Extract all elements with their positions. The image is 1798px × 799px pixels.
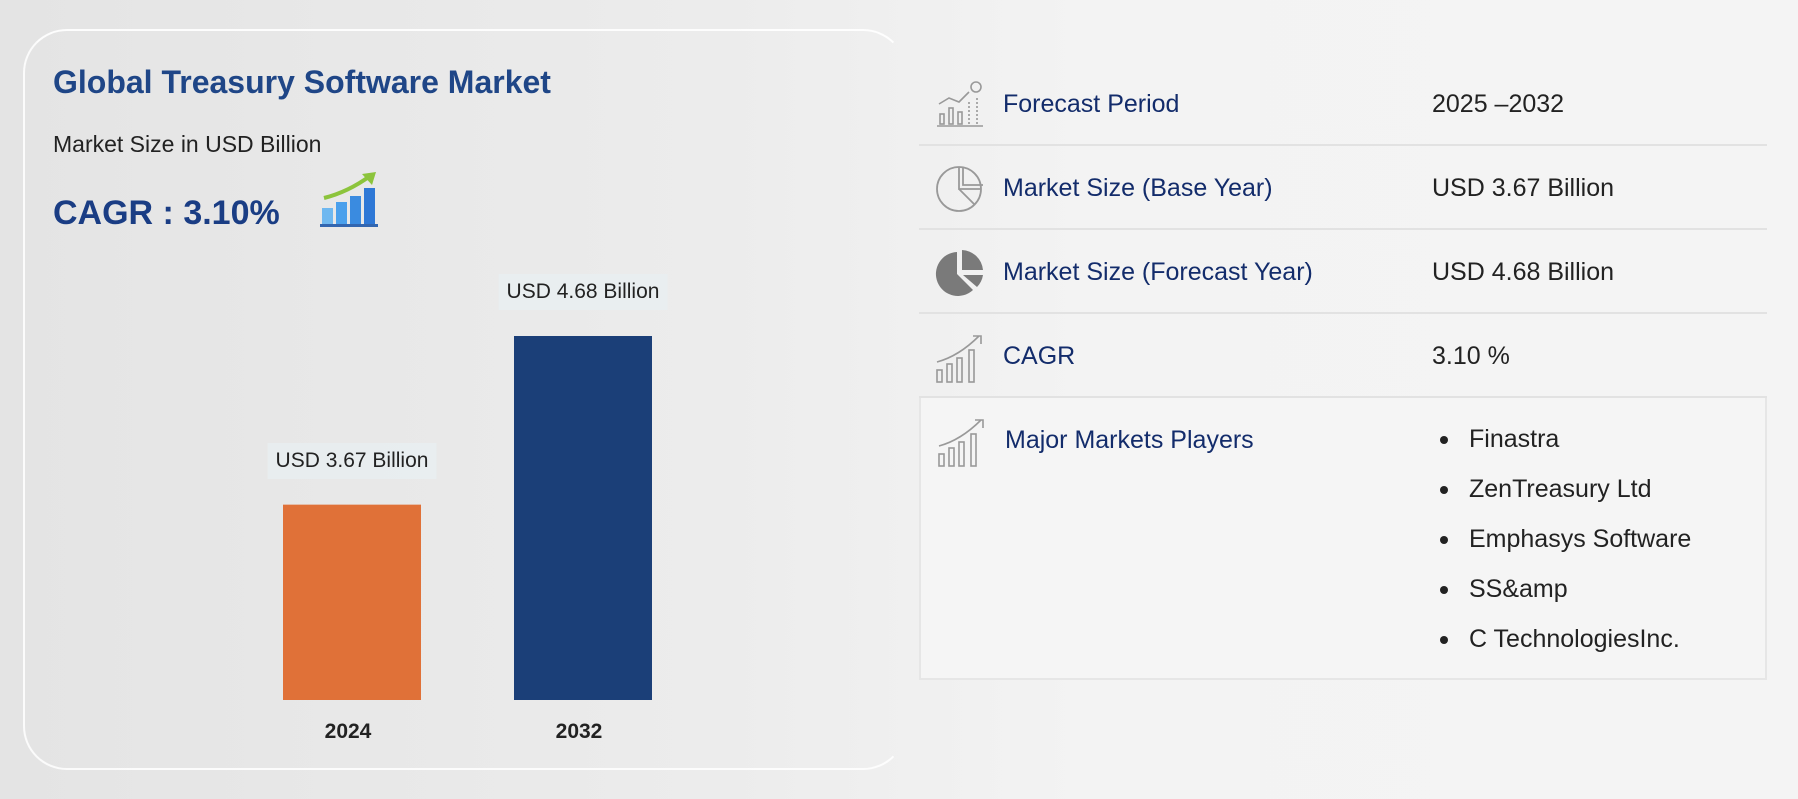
row-value: USD 4.68 Billion — [1432, 258, 1615, 286]
row-label: Market Size (Base Year) — [1003, 174, 1273, 202]
row-label: Market Size (Forecast Year) — [1003, 258, 1313, 286]
row-value: 3.10 % — [1432, 342, 1510, 370]
row-forecast-period: Forecast Period 2025 –2032 — [919, 62, 1767, 146]
row-base-year: Market Size (Base Year) USD 3.67 Billion — [919, 146, 1767, 230]
players-list: Finastra ZenTreasury Ltd Emphasys Softwa… — [1434, 424, 1691, 674]
bar-2032 — [514, 336, 652, 700]
row-forecast-year: Market Size (Forecast Year) USD 4.68 Bil… — [919, 230, 1767, 314]
row-value: 2025 –2032 — [1432, 90, 1565, 118]
row-label: Forecast Period — [1003, 90, 1180, 118]
chart-card — [23, 29, 907, 770]
row-major-players: Major Markets Players Finastra ZenTreasu… — [919, 398, 1767, 680]
pie-chart-filled-icon — [935, 250, 983, 296]
list-item: ZenTreasury Ltd — [1434, 474, 1691, 524]
bar-chart — [283, 336, 652, 700]
bar-growth-icon — [936, 335, 982, 383]
page-title: Global Treasury Software Market — [53, 64, 551, 100]
list-item: C TechnologiesInc. — [1434, 624, 1691, 674]
summary-table: Forecast Period 2025 –2032 Market Size (… — [919, 62, 1767, 680]
growth-chart-icon — [320, 172, 378, 227]
x-tick-label: 2024 — [324, 720, 372, 743]
list-item: SS&amp — [1434, 574, 1691, 624]
pie-chart-outline-icon — [936, 166, 983, 212]
list-item: Emphasys Software — [1434, 524, 1691, 574]
list-item: Finastra — [1434, 424, 1691, 474]
bar-growth-icon — [938, 419, 984, 467]
row-label: CAGR — [1003, 342, 1076, 370]
x-tick-label: 2032 — [555, 720, 603, 743]
subtitle: Market Size in USD Billion — [53, 131, 322, 157]
data-label: USD 3.67 Billion — [267, 442, 437, 479]
forecast-chart-icon — [937, 81, 983, 127]
row-label: Major Markets Players — [1005, 426, 1254, 454]
row-value: USD 3.67 Billion — [1432, 174, 1615, 202]
bar-2024 — [283, 504, 421, 700]
cagr-heading: CAGR : 3.10% — [53, 194, 280, 232]
row-cagr: CAGR 3.10 % — [919, 314, 1767, 398]
data-label: USD 4.68 Billion — [498, 274, 668, 310]
